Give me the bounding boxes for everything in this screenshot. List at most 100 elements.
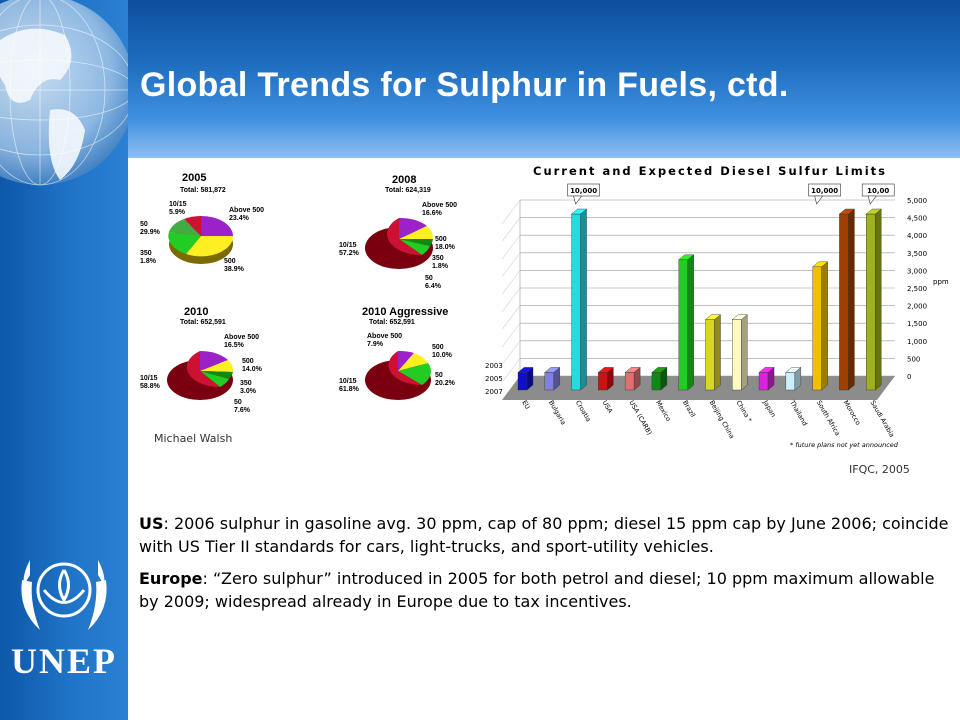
pie-graphic xyxy=(167,350,234,400)
callout: 10,000 xyxy=(567,183,600,205)
pie-label: 350 3.0% xyxy=(240,380,256,395)
gridline xyxy=(501,199,521,225)
pie-label: 10/15 57.2% xyxy=(339,242,359,257)
pie-label: 10/15 58.8% xyxy=(140,375,160,390)
bar xyxy=(731,314,748,391)
chart-footnote: * future plans not yet announced xyxy=(790,441,899,449)
pie-label: Above 500 16.5% xyxy=(224,334,260,349)
bar-front xyxy=(758,372,769,391)
bar-top xyxy=(571,208,588,215)
gridline xyxy=(501,252,521,277)
diesel-sulfur-bar-chart: Current and Expected Diesel Sulfur Limit… xyxy=(485,160,960,460)
paragraph-text: : 2006 sulphur in gasoline avg. 30 ppm, … xyxy=(139,514,949,556)
callout-box xyxy=(567,183,600,197)
bar-front xyxy=(544,372,554,391)
pie-total: Total: 624,319 xyxy=(385,187,431,194)
bar-front xyxy=(598,372,608,391)
callout-box xyxy=(861,183,895,197)
bar-front xyxy=(866,213,876,391)
y-axis-label: ppm xyxy=(933,278,949,286)
bar-top xyxy=(597,367,614,373)
pie-chart-2005: 2005 Total: 581,872 10/15 5.9% Above 500 2… xyxy=(132,160,307,300)
y-tick-label: 1,000 xyxy=(907,338,927,346)
bar xyxy=(865,208,882,391)
y-axis-ticks: 0 500 1,000 1,500 2,000 2,500 3,000 3,500 4,000 4… xyxy=(907,197,927,381)
bar-side xyxy=(848,208,855,391)
bar-top xyxy=(544,367,561,373)
gridline xyxy=(501,323,521,348)
bar-front xyxy=(705,319,715,391)
bar xyxy=(544,366,561,391)
bar xyxy=(571,208,588,391)
bar-top xyxy=(758,367,775,373)
pie-chart-2010-aggressive: 2010 Aggressive Total: 652,591 Above 500… xyxy=(307,300,482,440)
bar xyxy=(597,366,614,391)
unep-emblem-icon xyxy=(21,560,107,630)
bar-side xyxy=(821,261,828,391)
callout: 10,00 xyxy=(861,183,895,205)
pie-year: 2005 xyxy=(182,172,207,184)
gridline xyxy=(501,235,521,260)
pie-year: 2010 Aggressive xyxy=(362,306,449,318)
bar-top xyxy=(517,367,534,373)
pie-label: 500 18.0% xyxy=(435,236,455,251)
credit-michael-walsh: Michael Walsh xyxy=(154,432,233,445)
pie-label: 10/15 5.9% xyxy=(169,201,187,216)
pie-label: 350 1.8% xyxy=(140,250,156,265)
depth-label: 2005 xyxy=(485,375,503,383)
gridline xyxy=(501,375,521,401)
bar-side xyxy=(687,254,694,391)
callout-pointer xyxy=(867,195,877,205)
pie-label: Above 500 7.9% xyxy=(367,333,403,348)
pie-label: 350 1.8% xyxy=(432,255,448,270)
bar-top xyxy=(704,314,722,320)
callout-label: 10,00 xyxy=(867,187,889,195)
pie-total: Total: 652,591 xyxy=(180,319,226,326)
pie-label: 500 14.0% xyxy=(242,358,262,373)
pie-total: Total: 581,872 xyxy=(180,187,226,194)
bar-front xyxy=(732,319,742,391)
bar-front xyxy=(571,213,581,391)
bar-top xyxy=(838,208,855,215)
chart-floor xyxy=(502,376,895,400)
sidebar-panel: UNEP xyxy=(0,0,136,720)
y-tick-label: 500 xyxy=(907,355,920,363)
bar xyxy=(785,366,802,391)
chart-callouts: 10,000 10,000 10,00 xyxy=(567,183,895,205)
bar xyxy=(838,208,855,391)
credit-ifqc: IFQC, 2005 xyxy=(849,463,910,476)
callout-pointer xyxy=(814,195,824,205)
paragraph-text: : “Zero sulphur” introduced in 2005 for … xyxy=(139,569,935,611)
bar xyxy=(812,261,829,391)
bar xyxy=(678,254,695,391)
bar-front xyxy=(624,372,635,391)
x-tick-label: EU xyxy=(520,399,531,411)
bar-front xyxy=(839,213,849,391)
y-tick-label: 3,500 xyxy=(907,250,927,258)
chart-title: Current and Expected Diesel Sulfur Limit… xyxy=(533,164,887,178)
paragraph-europe: Europe: “Zero sulphur” introduced in 200… xyxy=(139,567,954,613)
pie-label: 50 6.4% xyxy=(425,275,441,290)
pie-chart-2010: 2010 Total: 652,591 Above 500 16.5% 500 14… xyxy=(132,300,307,440)
y-tick-label: 0 xyxy=(907,373,911,381)
bar-top xyxy=(812,261,829,268)
pie-label: Above 500 23.4% xyxy=(229,207,265,222)
pie-label: 500 38.9% xyxy=(224,258,244,273)
depth-label: 2007 xyxy=(485,388,503,396)
chart-bars xyxy=(517,208,882,391)
pie-year: 2008 xyxy=(392,174,417,186)
callout-label: 10,000 xyxy=(570,187,597,195)
pie-label: Above 500 16.6% xyxy=(422,202,458,217)
unep-logo-text: UNEP xyxy=(11,641,117,681)
slide-title: Global Trends for Sulphur in Fuels, ctd. xyxy=(140,66,789,104)
bar-front xyxy=(812,266,822,391)
bar-side xyxy=(580,208,587,391)
depth-label: 2003 xyxy=(485,362,503,370)
callout-label: 10,000 xyxy=(811,187,838,195)
paragraph-us: US: 2006 sulphur in gasoline avg. 30 ppm… xyxy=(139,512,954,558)
bar-side xyxy=(875,208,882,391)
callout-box xyxy=(808,183,841,197)
gridline xyxy=(501,340,521,365)
bar-top xyxy=(785,367,802,373)
